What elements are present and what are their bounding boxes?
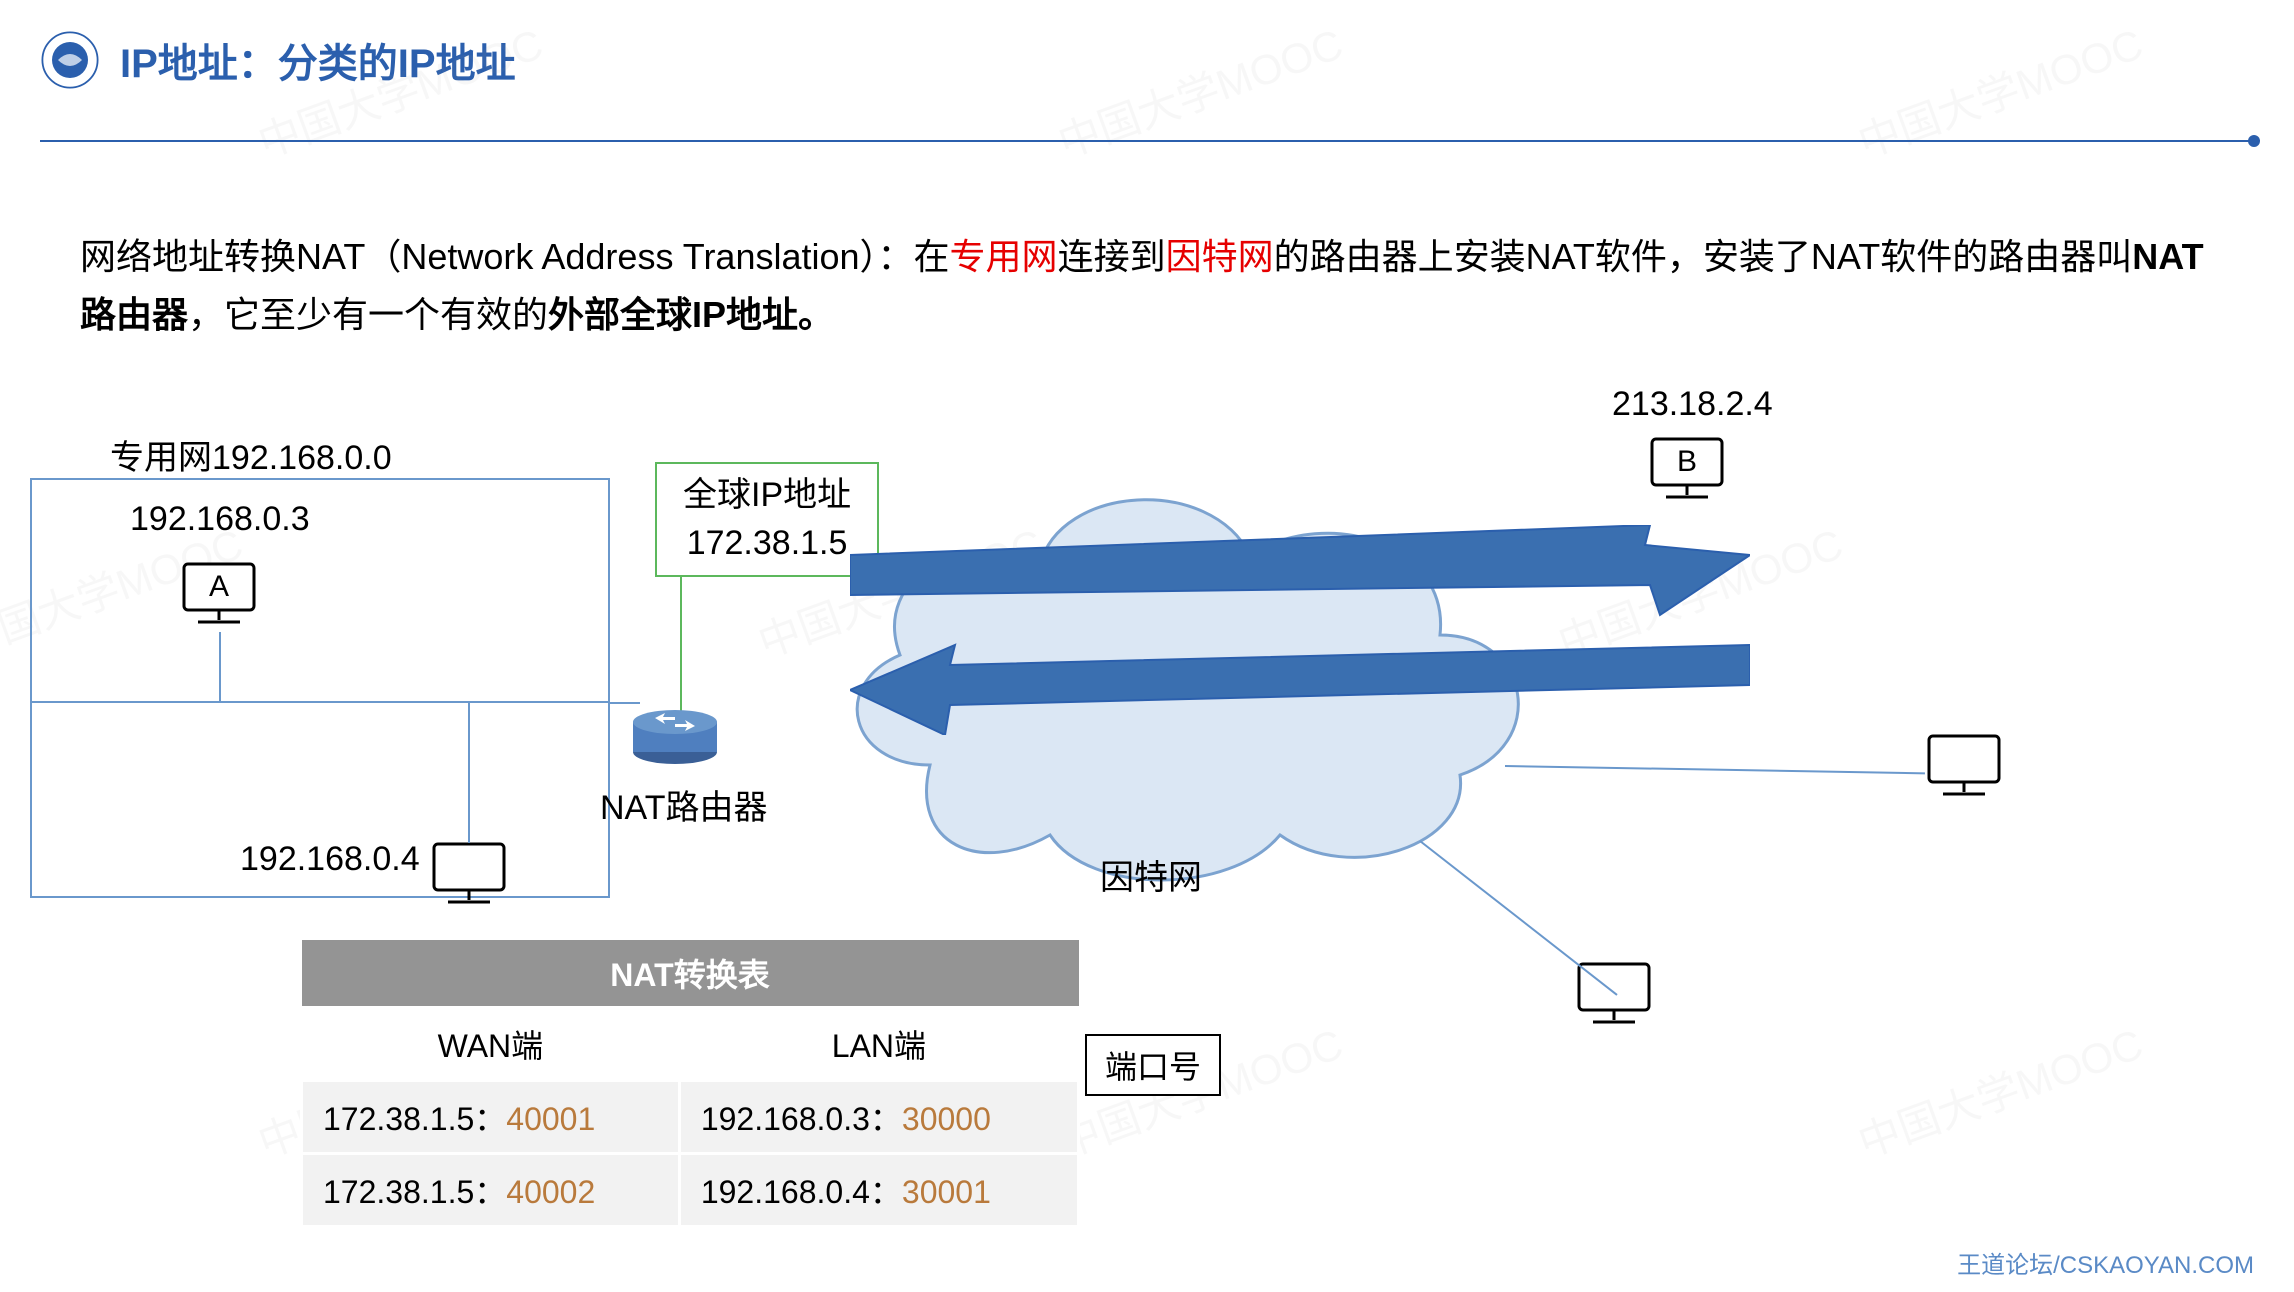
private-net-label: 专用网192.168.0.0 <box>110 430 392 479</box>
arrow-left-icon <box>850 635 1750 735</box>
desc-red2: 因特网 <box>1166 236 1274 277</box>
lan-port: 30000 <box>902 1101 991 1137</box>
logo-icon <box>40 30 100 90</box>
host-a2-ip: 192.168.0.4 <box>240 840 420 879</box>
svg-text:B: B <box>1677 445 1697 478</box>
router-label: NAT路由器 <box>600 780 767 829</box>
router-icon <box>630 704 720 766</box>
computer-a2-icon <box>430 840 508 910</box>
wan-ip: 172.38.1.5 <box>323 1174 474 1210</box>
host-b-ip: 213.18.2.4 <box>1612 385 1773 424</box>
description: 网络地址转换NAT（Network Address Translation）：在… <box>80 228 2214 343</box>
nat-col-lan: LAN端 <box>679 1008 1078 1081</box>
lan-port: 30001 <box>902 1174 991 1210</box>
table-row: 172.38.1.5：40002 192.168.0.4：30001 <box>302 1154 1079 1227</box>
desc-bold2: 外部全球IP地址。 <box>548 294 834 335</box>
global-ip-pointer <box>680 574 682 714</box>
network-diagram: 专用网192.168.0.0 192.168.0.3 A 192.168.0.4… <box>30 420 2264 1252</box>
desc-text: 网络地址转换NAT（Network Address Translation）：在 <box>80 236 950 277</box>
table-row: 172.38.1.5：40001 192.168.0.3：30000 <box>302 1081 1079 1154</box>
port-number-label: 端口号 <box>1085 1034 1221 1096</box>
internet-label: 因特网 <box>1100 850 1202 899</box>
wan-port: 40001 <box>506 1101 595 1137</box>
desc-text: 的路由器上安装NAT软件，安装了NAT软件的路由器叫 <box>1274 236 2133 277</box>
svg-text:A: A <box>209 570 229 603</box>
link-a2 <box>468 703 470 843</box>
host-a-ip: 192.168.0.3 <box>130 500 310 539</box>
computer-b-icon: B <box>1648 435 1726 505</box>
footer-credit: 王道论坛/CSKAOYAN.COM <box>1957 1245 2254 1280</box>
arrow-right-icon <box>850 525 1750 625</box>
wan-ip: 172.38.1.5 <box>323 1101 474 1137</box>
computer-c-icon <box>1925 732 2003 802</box>
lan-ip: 192.168.0.4 <box>701 1174 870 1210</box>
desc-red1: 专用网 <box>950 236 1058 277</box>
private-net-box-top <box>30 478 610 703</box>
link-router <box>610 702 640 704</box>
divider <box>40 140 2254 142</box>
lan-ip: 192.168.0.3 <box>701 1101 870 1137</box>
wan-port: 40002 <box>506 1174 595 1210</box>
nat-table: NAT转换表 WAN端 LAN端 172.38.1.5：40001 192.16… <box>300 940 1080 1228</box>
nat-col-wan: WAN端 <box>302 1008 680 1081</box>
page-title: IP地址：分类的IP地址 <box>120 31 516 89</box>
desc-text: ，它至少有一个有效的 <box>188 294 548 335</box>
link-a <box>219 632 221 703</box>
computer-a-icon: A <box>180 560 258 630</box>
nat-table-title: NAT转换表 <box>302 940 1079 1008</box>
desc-text: 连接到 <box>1058 236 1166 277</box>
header: IP地址：分类的IP地址 <box>0 0 2294 110</box>
